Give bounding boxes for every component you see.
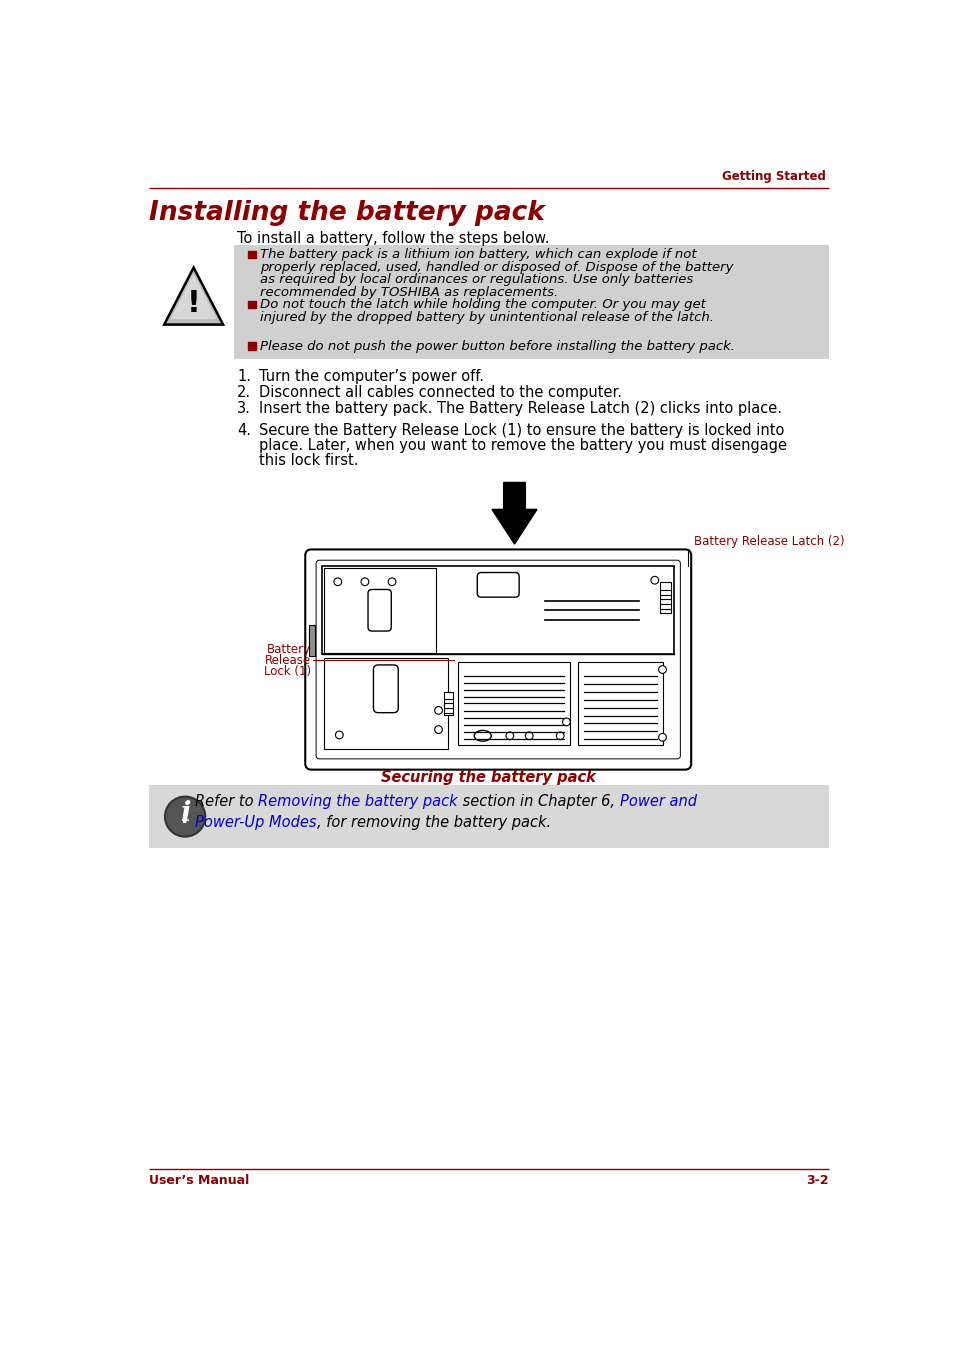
Text: Power-Up Modes: Power-Up Modes (195, 815, 316, 830)
Ellipse shape (474, 731, 491, 742)
Text: Getting Started: Getting Started (721, 170, 825, 184)
Text: To install a battery, follow the steps below.: To install a battery, follow the steps b… (236, 231, 549, 246)
Text: 2.: 2. (236, 385, 251, 400)
Text: Installing the battery pack: Installing the battery pack (149, 200, 544, 226)
Circle shape (335, 731, 343, 739)
Text: !: ! (187, 289, 200, 317)
Circle shape (658, 666, 666, 673)
Text: 4.: 4. (236, 423, 251, 438)
Text: Power and: Power and (619, 794, 696, 809)
Bar (578, 662, 662, 744)
Circle shape (581, 719, 589, 725)
Text: properly replaced, used, handled or disposed of. Dispose of the battery: properly replaced, used, handled or disp… (260, 261, 733, 274)
Circle shape (525, 732, 533, 739)
Bar (309, 626, 315, 655)
Text: , for removing the battery pack.: , for removing the battery pack. (316, 815, 550, 830)
Text: .: . (181, 808, 189, 827)
Circle shape (435, 707, 442, 715)
Bar (323, 567, 436, 653)
Text: Release: Release (265, 654, 311, 667)
Polygon shape (164, 267, 223, 324)
Text: Secure the Battery Release Lock (1) to ensure the battery is locked into: Secure the Battery Release Lock (1) to e… (258, 423, 783, 438)
Circle shape (658, 734, 666, 742)
Circle shape (334, 578, 341, 585)
FancyBboxPatch shape (315, 561, 679, 759)
Text: 3.: 3. (236, 401, 251, 416)
Text: User’s Manual: User’s Manual (149, 1174, 249, 1188)
FancyBboxPatch shape (476, 573, 518, 597)
Text: Insert the battery pack. The Battery Release Latch (2) clicks into place.: Insert the battery pack. The Battery Rel… (258, 401, 781, 416)
Bar (659, 582, 670, 612)
Text: Securing the battery pack: Securing the battery pack (381, 770, 596, 785)
Text: Turn the computer’s power off.: Turn the computer’s power off. (258, 369, 483, 384)
Circle shape (505, 732, 513, 739)
Text: 1.: 1. (236, 369, 251, 384)
Circle shape (650, 577, 658, 584)
Bar (233, 246, 828, 359)
Circle shape (556, 732, 563, 739)
Circle shape (562, 719, 570, 725)
Text: section in Chapter 6,: section in Chapter 6, (457, 794, 619, 809)
Circle shape (388, 578, 395, 585)
Bar (248, 251, 255, 258)
Text: Removing the battery pack: Removing the battery pack (258, 794, 457, 809)
Bar (443, 692, 453, 715)
Text: Lock (1): Lock (1) (264, 665, 311, 678)
Text: place. Later, when you want to remove the battery you must disengage: place. Later, when you want to remove th… (258, 438, 786, 453)
Text: i: i (180, 800, 191, 827)
Bar (457, 662, 570, 744)
Circle shape (165, 797, 205, 836)
Text: injured by the dropped battery by unintentional release of the latch.: injured by the dropped battery by uninte… (260, 311, 714, 324)
Text: Do not touch the latch while holding the computer. Or you may get: Do not touch the latch while holding the… (260, 299, 705, 311)
Text: as required by local ordinances or regulations. Use only batteries: as required by local ordinances or regul… (260, 273, 693, 286)
Bar (248, 301, 255, 308)
Circle shape (435, 725, 442, 734)
Text: The battery pack is a lithium ion battery, which can explode if not: The battery pack is a lithium ion batter… (260, 249, 697, 261)
Bar (248, 342, 255, 350)
Text: Please do not push the power button before installing the battery pack.: Please do not push the power button befo… (260, 339, 735, 353)
Text: Disconnect all cables connected to the computer.: Disconnect all cables connected to the c… (258, 385, 621, 400)
FancyBboxPatch shape (368, 589, 391, 631)
Text: Battery: Battery (267, 643, 311, 657)
FancyBboxPatch shape (373, 665, 397, 713)
Text: Battery Release Latch (2): Battery Release Latch (2) (694, 535, 844, 549)
Bar (149, 785, 828, 848)
Polygon shape (171, 274, 216, 319)
Bar (323, 658, 447, 748)
Text: 3-2: 3-2 (806, 1174, 828, 1188)
Text: this lock first.: this lock first. (258, 453, 358, 467)
FancyArrow shape (492, 482, 537, 544)
Bar (322, 566, 674, 654)
Text: Refer to: Refer to (195, 794, 258, 809)
FancyBboxPatch shape (305, 550, 691, 770)
Circle shape (360, 578, 369, 585)
Text: recommended by TOSHIBA as replacements.: recommended by TOSHIBA as replacements. (260, 286, 558, 299)
